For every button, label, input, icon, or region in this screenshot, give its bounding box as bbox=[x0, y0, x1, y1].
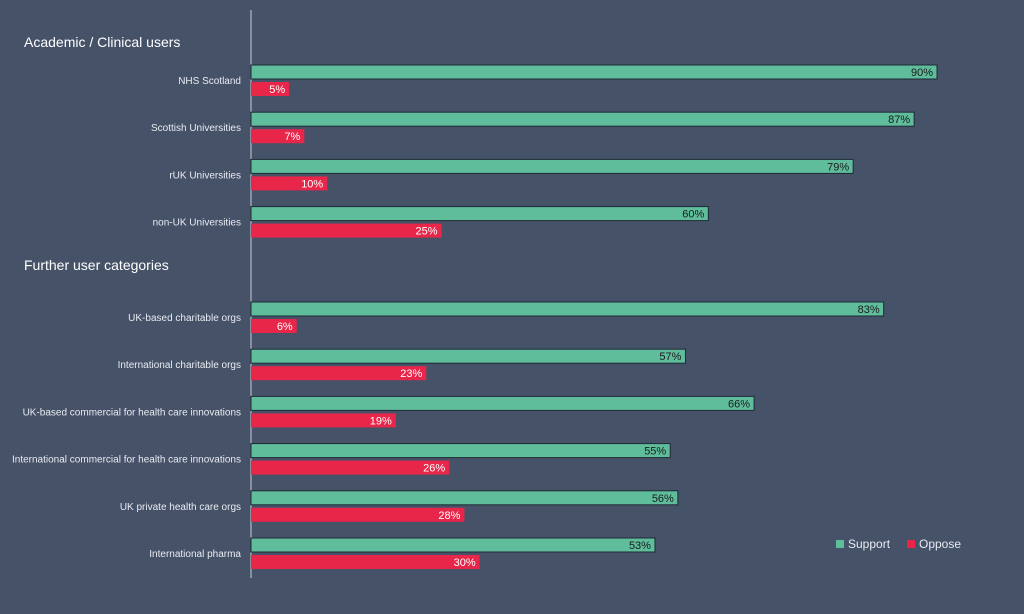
support-bar bbox=[250, 111, 915, 127]
oppose-bar bbox=[251, 507, 465, 522]
category-label: International charitable orgs bbox=[118, 360, 241, 371]
support-bar bbox=[250, 395, 755, 411]
oppose-bar bbox=[251, 82, 290, 96]
support-value-label: 87% bbox=[888, 114, 910, 126]
support-bar bbox=[250, 158, 854, 174]
oppose-bar bbox=[251, 460, 450, 475]
oppose-value-label: 25% bbox=[416, 226, 438, 238]
oppose-bar bbox=[251, 555, 480, 569]
support-value-label: 57% bbox=[659, 351, 681, 363]
support-value-label: 90% bbox=[911, 67, 933, 79]
oppose-value-label: 6% bbox=[277, 321, 293, 333]
category-label: rUK Universities bbox=[169, 170, 241, 181]
oppose-bar bbox=[251, 319, 297, 333]
oppose-value-label: 23% bbox=[400, 368, 422, 380]
oppose-value-label: 28% bbox=[438, 510, 460, 522]
support-bar bbox=[250, 443, 671, 459]
oppose-value-label: 7% bbox=[284, 131, 300, 143]
oppose-bar bbox=[251, 176, 328, 191]
category-label: non-UK Universities bbox=[153, 218, 241, 229]
legend-oppose-swatch bbox=[907, 540, 915, 548]
oppose-value-label: 19% bbox=[370, 415, 392, 427]
support-value-label: 55% bbox=[644, 446, 666, 458]
category-label: UK-based commercial for health care inno… bbox=[23, 407, 241, 418]
oppose-value-label: 10% bbox=[301, 178, 323, 190]
oppose-bar bbox=[251, 413, 396, 428]
oppose-bar bbox=[251, 223, 442, 238]
category-label: NHS Scotland bbox=[178, 76, 241, 87]
group-title: Academic / Clinical users bbox=[24, 34, 180, 50]
category-label: International pharma bbox=[149, 549, 241, 560]
support-value-label: 83% bbox=[858, 304, 880, 316]
category-label: UK-based charitable orgs bbox=[128, 313, 241, 324]
support-value-label: 66% bbox=[728, 398, 750, 410]
category-label: International commercial for health care… bbox=[12, 455, 241, 466]
support-bar bbox=[250, 301, 885, 317]
oppose-value-label: 30% bbox=[454, 557, 476, 569]
category-label: UK private health care orgs bbox=[120, 502, 241, 513]
group-title: Further user categories bbox=[24, 257, 169, 273]
support-value-label: 60% bbox=[682, 209, 704, 221]
oppose-bar bbox=[251, 366, 427, 381]
oppose-value-label: 5% bbox=[269, 84, 285, 96]
legend-support-swatch bbox=[836, 540, 844, 548]
legend-oppose-label: Oppose bbox=[919, 537, 961, 551]
support-bar bbox=[250, 490, 679, 506]
oppose-bar bbox=[251, 129, 305, 144]
support-value-label: 79% bbox=[827, 161, 849, 173]
support-bar bbox=[250, 348, 686, 364]
support-value-label: 53% bbox=[629, 540, 651, 552]
support-bar bbox=[250, 537, 656, 553]
support-value-label: 56% bbox=[652, 493, 674, 505]
category-label: Scottish Universities bbox=[151, 123, 241, 134]
support-bar bbox=[250, 206, 709, 222]
oppose-value-label: 26% bbox=[423, 463, 445, 475]
legend-support-label: Support bbox=[848, 537, 891, 551]
support-bar bbox=[250, 64, 938, 80]
